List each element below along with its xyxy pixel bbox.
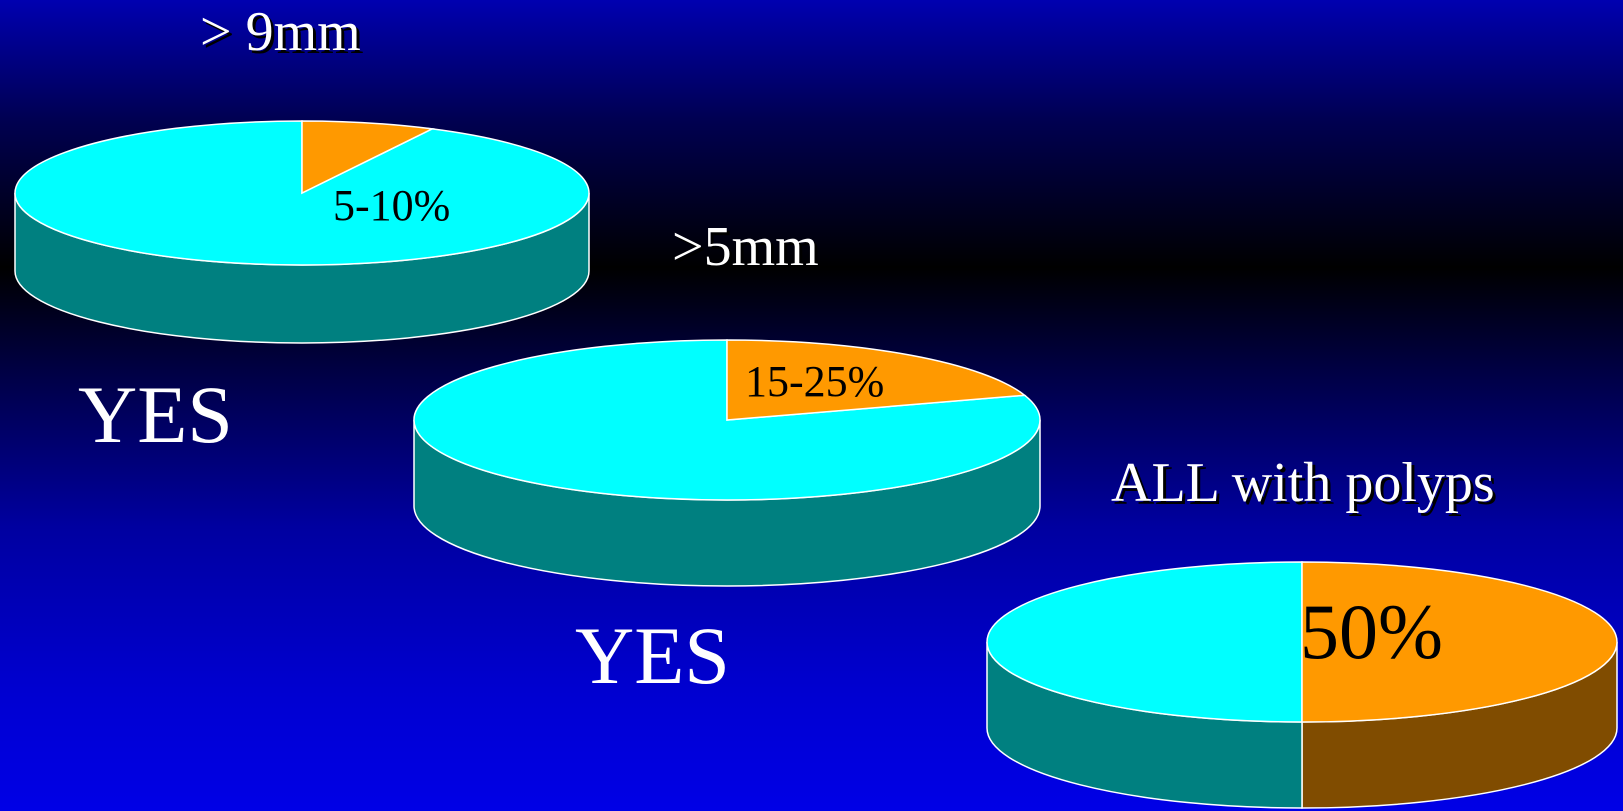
- pie-5mm-caption: YES: [575, 610, 730, 701]
- pie-all-slice-label: 50%: [1300, 588, 1443, 675]
- pie-5mm-slice-label: 15-25%: [745, 357, 884, 406]
- pie-slice-main: [986, 561, 1303, 723]
- pie-9mm-title-shadow: > 9mm: [203, 4, 364, 66]
- pie-9mm-title: > 9mm: [200, 1, 361, 63]
- pie-chart-5mm: >5mm >5mm 15-25% YES: [413, 216, 1041, 701]
- pie-9mm-body: [14, 120, 590, 344]
- pie-9mm-caption: YES: [78, 369, 233, 460]
- pie-5mm-title-shadow: >5mm: [675, 219, 822, 281]
- pie-slice-highlight: [726, 339, 1027, 421]
- pie-chart-9mm: > 9mm > 9mm 5-10% YES: [14, 1, 590, 460]
- pie-slice-highlight: [1301, 561, 1618, 723]
- pie-all-title-shadow: ALL with polyps: [1114, 455, 1498, 517]
- pie-chart-all-polyps: ALL with polyps ALL with polyps 50%: [986, 452, 1618, 809]
- pie-slice-highlight: [301, 120, 435, 195]
- pie-all-title: ALL with polyps: [1111, 452, 1495, 514]
- pie-all-body: [986, 561, 1618, 809]
- pie-5mm-body: [413, 339, 1041, 587]
- pie-9mm-slice-label: 5-10%: [333, 181, 450, 230]
- pie-5mm-title: >5mm: [672, 216, 819, 278]
